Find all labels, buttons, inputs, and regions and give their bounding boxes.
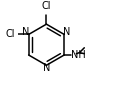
Text: NH: NH (71, 50, 86, 60)
Text: Cl: Cl (42, 1, 51, 11)
Text: N: N (43, 63, 50, 73)
Text: N: N (63, 27, 71, 37)
Text: N: N (22, 27, 29, 37)
Text: Cl: Cl (5, 29, 15, 39)
